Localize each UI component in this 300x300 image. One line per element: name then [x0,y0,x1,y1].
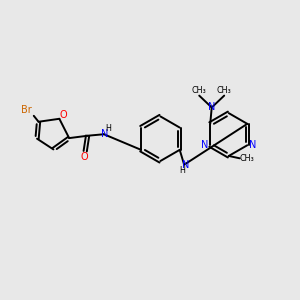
Text: N: N [249,140,256,150]
Text: H: H [179,166,185,175]
Text: N: N [208,102,215,112]
Text: Br: Br [21,105,32,115]
Text: CH₃: CH₃ [240,154,255,163]
Text: N: N [201,140,208,150]
Text: H: H [106,124,112,134]
Text: CH₃: CH₃ [217,86,232,95]
Text: O: O [60,110,67,120]
Text: CH₃: CH₃ [192,86,207,95]
Text: N: N [182,160,189,170]
Text: O: O [80,152,88,161]
Text: N: N [101,129,109,139]
